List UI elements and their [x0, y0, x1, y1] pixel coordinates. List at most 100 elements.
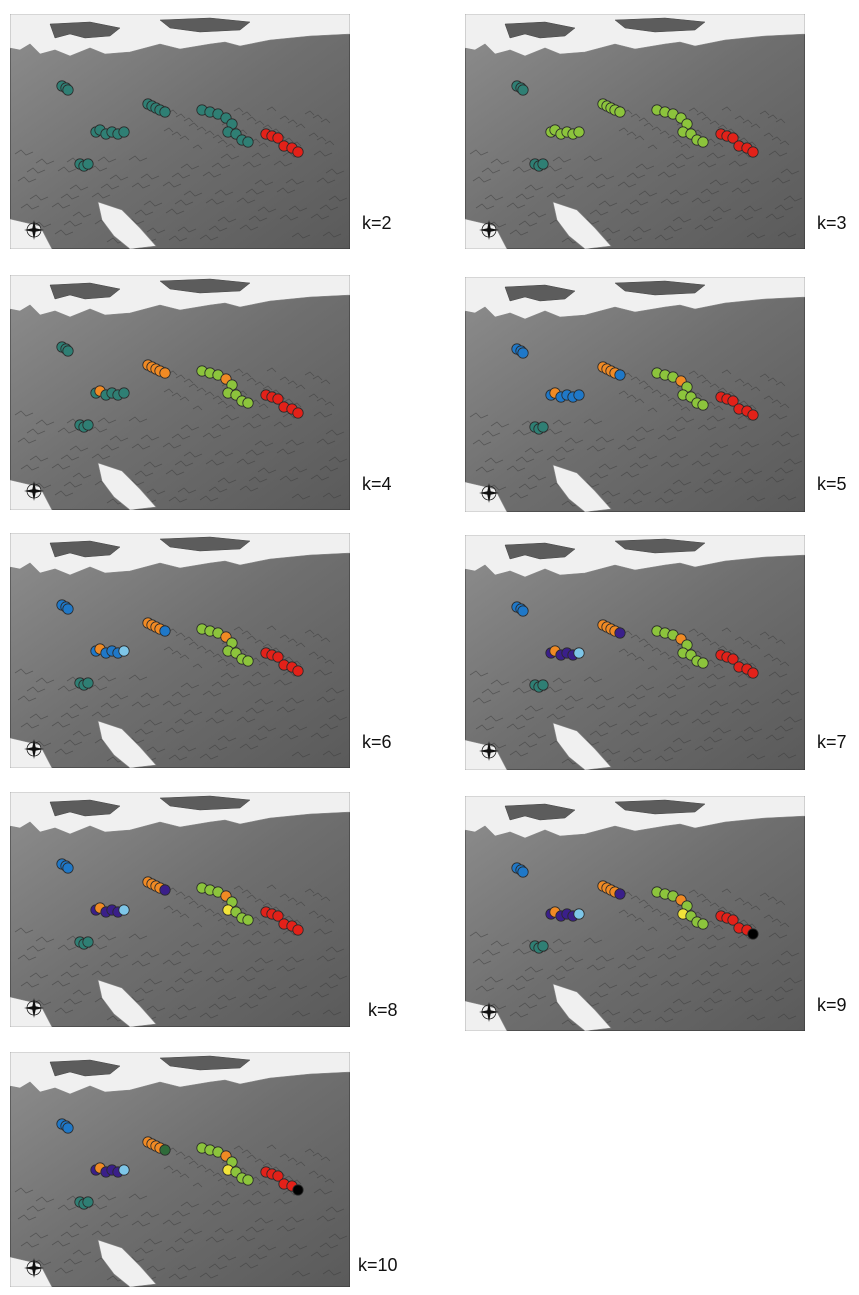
map-panel-k3 — [465, 14, 805, 249]
sample-site-west-5 — [118, 1164, 130, 1176]
sample-site-mid-8 — [242, 136, 254, 148]
western-sea — [10, 218, 53, 249]
sample-site-ctr-4 — [614, 888, 626, 900]
sample-site-south-2 — [537, 158, 549, 170]
sample-site-mid-8 — [242, 397, 254, 409]
terrain-texture — [14, 1143, 348, 1282]
northern-land — [49, 1055, 251, 1077]
northern-land — [504, 17, 706, 39]
adriatic-sea — [97, 720, 157, 768]
map-k2 — [10, 14, 350, 249]
western-sea — [10, 996, 53, 1027]
sample-points — [56, 341, 304, 433]
map-panel-k9 — [465, 796, 805, 1031]
sample-site-mid-8 — [697, 657, 709, 669]
sample-site-nw-2 — [62, 345, 74, 357]
panel-label-k9: k=9 — [817, 995, 847, 1015]
sample-site-ctr-4 — [614, 369, 626, 381]
sample-site-nw-2 — [517, 347, 529, 359]
western-sea — [10, 737, 53, 768]
compass-rose-icon — [479, 1002, 499, 1022]
sample-site-nw-2 — [517, 84, 529, 96]
adriatic-sea — [97, 462, 157, 510]
sample-site-east-5 — [747, 146, 759, 158]
sample-site-mid-8 — [697, 136, 709, 148]
sample-site-nw-2 — [62, 84, 74, 96]
sample-site-east-5 — [747, 409, 759, 421]
compass-rose-icon — [24, 220, 44, 240]
map-k6 — [10, 533, 350, 768]
sample-site-ctr-4 — [159, 884, 171, 896]
northern-land — [49, 536, 251, 558]
sample-points — [56, 858, 304, 950]
sample-site-south-2 — [82, 158, 94, 170]
sample-site-ctr-4 — [614, 106, 626, 118]
sample-site-nw-2 — [517, 605, 529, 617]
map-panel-k8 — [10, 792, 350, 1027]
sample-site-east-2 — [272, 1170, 284, 1182]
sample-points — [56, 80, 304, 172]
sample-points — [511, 862, 759, 954]
sample-site-ctr-4 — [614, 627, 626, 639]
sample-site-south-2 — [82, 936, 94, 948]
northern-land — [504, 799, 706, 821]
sample-site-east-2 — [727, 395, 739, 407]
sample-points — [511, 601, 759, 693]
map-panel-k4 — [10, 275, 350, 510]
map-panel-k10 — [10, 1052, 350, 1287]
panel-label-k7: k=7 — [817, 732, 847, 752]
sample-site-east-2 — [272, 910, 284, 922]
map-k8 — [10, 792, 350, 1027]
sample-site-west-5 — [118, 387, 130, 399]
sample-site-south-2 — [82, 677, 94, 689]
terrain-texture — [14, 624, 348, 763]
sample-site-east-2 — [272, 132, 284, 144]
compass-rose-icon — [24, 481, 44, 501]
map-panel-k2 — [10, 14, 350, 249]
map-k5 — [465, 277, 805, 512]
map-k10 — [10, 1052, 350, 1287]
panel-label-k8: k=8 — [368, 1000, 398, 1020]
northern-land — [49, 278, 251, 300]
sample-site-south-2 — [82, 419, 94, 431]
sample-site-west-5 — [573, 647, 585, 659]
compass-rose-icon — [479, 741, 499, 761]
panel-label-k10: k=10 — [358, 1255, 398, 1275]
map-panel-k6 — [10, 533, 350, 768]
map-k7 — [465, 535, 805, 770]
sample-site-east-5 — [292, 665, 304, 677]
sample-site-east-2 — [727, 653, 739, 665]
adriatic-sea — [97, 979, 157, 1027]
sample-site-east-5 — [292, 146, 304, 158]
sample-site-nw-2 — [517, 866, 529, 878]
sample-site-east-5 — [292, 1184, 304, 1196]
adriatic-sea — [552, 983, 612, 1031]
sample-site-mid-8 — [697, 918, 709, 930]
adriatic-sea — [552, 722, 612, 770]
adriatic-sea — [552, 464, 612, 512]
sample-site-east-2 — [727, 914, 739, 926]
sample-site-south-2 — [537, 679, 549, 691]
sample-site-east-5 — [292, 924, 304, 936]
sample-site-east-2 — [272, 651, 284, 663]
sample-site-west-5 — [118, 904, 130, 916]
western-sea — [10, 479, 53, 510]
sample-site-nw-2 — [62, 603, 74, 615]
panel-label-k4: k=4 — [362, 474, 392, 494]
sample-site-west-5 — [573, 126, 585, 138]
sample-site-west-5 — [573, 908, 585, 920]
map-k3 — [465, 14, 805, 249]
northern-land — [49, 795, 251, 817]
sample-site-east-2 — [727, 132, 739, 144]
western-sea — [465, 739, 508, 770]
western-sea — [465, 1000, 508, 1031]
sample-points — [511, 80, 759, 172]
sample-site-east-2 — [272, 393, 284, 405]
sample-points — [56, 1118, 304, 1210]
sample-site-ctr-4 — [159, 367, 171, 379]
sample-site-west-5 — [118, 645, 130, 657]
sample-site-nw-2 — [62, 862, 74, 874]
map-k9 — [465, 796, 805, 1031]
sample-site-mid-8 — [242, 1174, 254, 1186]
sample-site-ctr-4 — [159, 106, 171, 118]
